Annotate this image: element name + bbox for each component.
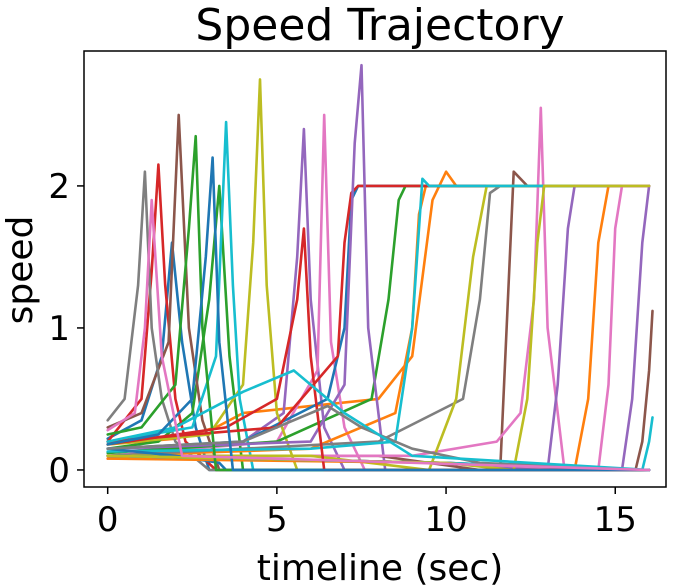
speed-series-line [106, 156, 651, 472]
chart-title: Speed Trajectory [195, 0, 564, 51]
y-axis-label: speed [0, 216, 41, 325]
speed-series-line [106, 177, 651, 453]
speed-series-line [106, 404, 651, 472]
x-tick-label: 10 [424, 500, 467, 540]
plot-frame [83, 50, 667, 488]
speed-series-line [106, 198, 651, 472]
x-tick-label: 0 [97, 500, 119, 540]
speed-series-line [106, 227, 651, 472]
x-ticks: 0 5 10 15 [97, 487, 637, 540]
y-ticks: 0 1 2 [48, 167, 84, 491]
y-tick-label: 2 [48, 167, 70, 207]
x-tick-label: 15 [594, 500, 637, 540]
plot-lines [106, 63, 654, 472]
speed-series-line [106, 78, 651, 472]
speed-series-line [106, 134, 651, 472]
y-tick-label: 1 [48, 309, 70, 349]
y-tick-label: 0 [48, 451, 70, 491]
x-tick-label: 5 [266, 500, 288, 540]
x-axis-label: timeline (sec) [257, 548, 504, 585]
speed-series-line [106, 63, 651, 472]
